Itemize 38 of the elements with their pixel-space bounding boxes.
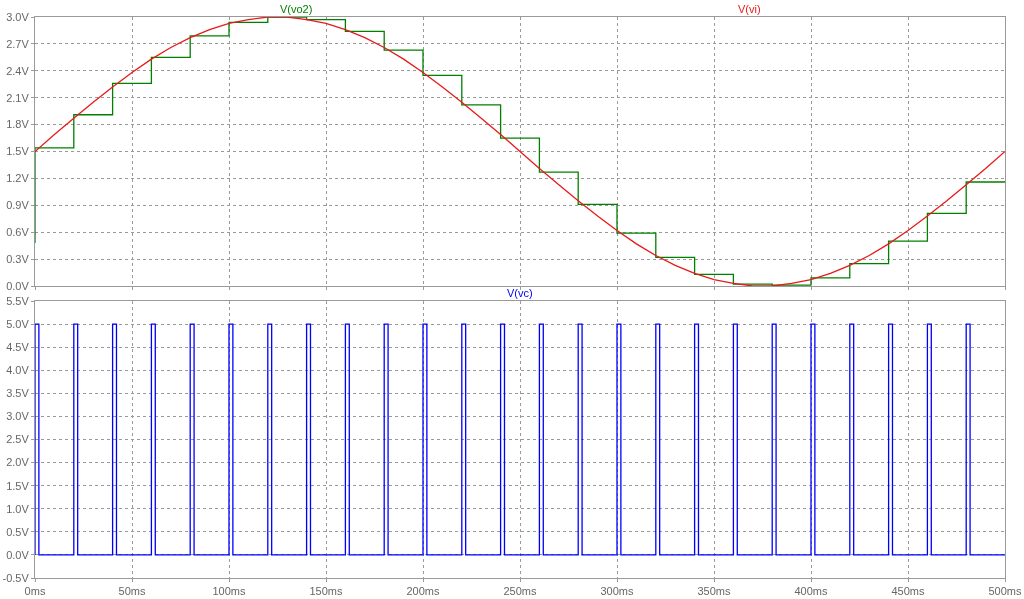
y-tick-label: 2.4V — [6, 64, 30, 77]
y-tick-label: 4.5V — [6, 341, 30, 354]
x-tick-label: 100ms — [212, 585, 246, 598]
x-tick-label: 250ms — [503, 585, 537, 598]
y-tick-label: 0.9V — [6, 199, 30, 212]
y-tick-label: 0.0V — [6, 279, 30, 292]
y-tick-label: 2.1V — [6, 91, 30, 104]
y-tick-label: 1.2V — [6, 172, 30, 185]
y-tick-label: 5.5V — [6, 294, 30, 307]
x-tick-label: 500ms — [988, 585, 1022, 598]
y-tick-label: 3.0V — [6, 10, 30, 23]
y-tick-label: 4.0V — [6, 364, 30, 377]
y-tick-label: 2.5V — [6, 433, 30, 446]
x-tick-label: 400ms — [794, 585, 828, 598]
series-label: V(vo2) — [280, 3, 313, 15]
x-tick-label: 50ms — [118, 585, 146, 598]
y-tick-label: -0.5V — [2, 571, 30, 584]
text: V(vc) — [507, 287, 533, 299]
text: V(vi) — [738, 3, 761, 15]
x-tick-label: 350ms — [697, 585, 731, 598]
y-tick-label: 5.0V — [6, 317, 30, 330]
y-tick-label: 0.3V — [6, 252, 30, 265]
y-tick-label: 2.0V — [6, 456, 30, 469]
x-tick-label: 300ms — [600, 585, 634, 598]
x-tick-label: 450ms — [891, 585, 925, 598]
y-tick-label: 0.0V — [6, 548, 30, 561]
y-tick-label: 0.5V — [6, 525, 30, 538]
y-tick-label: 3.5V — [6, 387, 30, 400]
x-tick-label: 0ms — [24, 585, 46, 598]
y-tick-label: 2.7V — [6, 37, 30, 50]
x-tick-label: 150ms — [309, 585, 343, 598]
y-tick-label: 1.5V — [6, 479, 30, 492]
y-tick-label: 0.6V — [6, 226, 30, 239]
y-tick-label: 1.0V — [6, 502, 30, 515]
y-tick-label: 1.5V — [6, 145, 30, 158]
x-tick-label: 200ms — [406, 585, 440, 598]
y-tick-label: 1.8V — [6, 118, 30, 131]
y-tick-label: 3.0V — [6, 410, 30, 423]
